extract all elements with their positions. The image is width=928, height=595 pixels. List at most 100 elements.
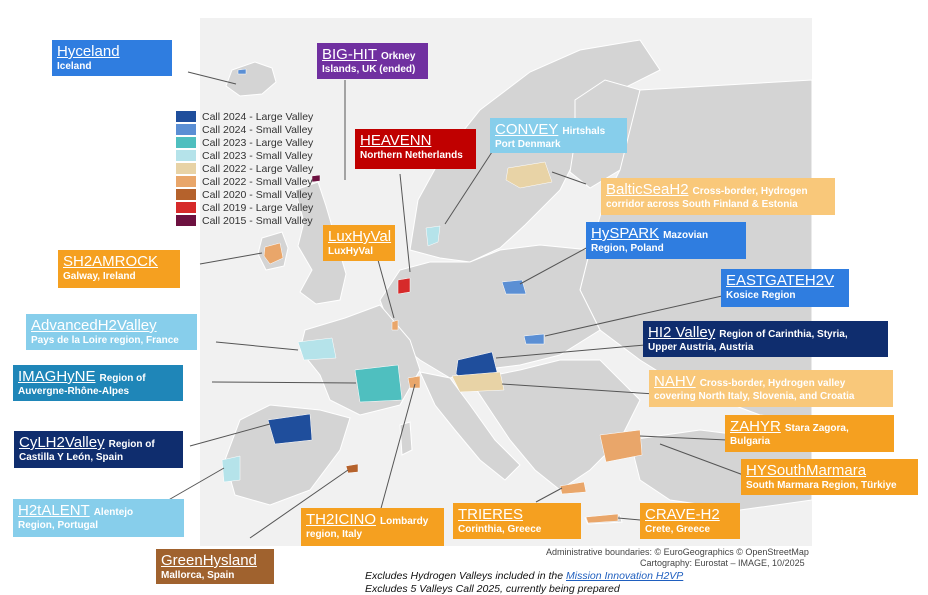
label-heavenn[interactable]: HEAVENN Northern Netherlands: [355, 129, 476, 169]
valley-region: Port Denmark: [495, 139, 561, 151]
label-cylh2valley[interactable]: CyLH2Valley Region of Castilla Y León, Spa…: [14, 431, 183, 468]
valley-region: Northern Netherlands: [360, 150, 463, 162]
land-central-europe: [379, 244, 601, 379]
mission-innovation-link[interactable]: Mission Innovation H2VP: [565, 570, 684, 582]
valley-title: H2tALENT: [18, 502, 90, 519]
legend-label: Call 2019 - Large Valley: [202, 201, 314, 214]
region-zahyr: [599, 429, 643, 463]
region-hyceland: [237, 68, 247, 75]
valley-region-inline: Region of: [99, 373, 146, 384]
valley-title: TH2ICINO: [306, 511, 377, 528]
label-hyceland[interactable]: Hyceland Iceland: [52, 40, 172, 76]
label-hi2valley[interactable]: HI2 Valley Region of Carinthia, Styria, Up…: [643, 321, 888, 357]
valley-title: CONVEY: [495, 121, 559, 138]
valley-region: Upper Austria, Austria: [648, 342, 754, 354]
region-advancedh2valley: [297, 337, 337, 361]
valley-title: IMAGHyNE: [18, 368, 96, 385]
region-nahv: [451, 371, 505, 393]
legend-item: Call 2024 - Small Valley: [176, 123, 313, 136]
legend-swatch: [176, 111, 196, 122]
region-convey: [425, 225, 441, 247]
valley-title: ZAHYR: [730, 418, 781, 435]
region-balticseah2: [505, 161, 553, 189]
region-bighit: [311, 174, 321, 183]
legend-item: Call 2024 - Large Valley: [176, 110, 313, 123]
valley-region: Region, Poland: [591, 243, 664, 255]
valley-region: Kosice Region: [726, 290, 796, 302]
label-balticseah2[interactable]: BalticSeaH2 Cross-border, Hydrogen corrido…: [601, 178, 835, 215]
label-craveh2[interactable]: CRAVE-H2 Crete, Greece: [640, 503, 740, 539]
region-craveh2: [585, 513, 619, 524]
land-great-britain: [294, 181, 347, 305]
valley-region: region, Italy: [306, 529, 363, 541]
legend-item: Call 2015 - Small Valley: [176, 214, 313, 227]
valley-region: Islands, UK (ended): [322, 64, 416, 76]
valley-region-inline: Region of Carinthia, Styria,: [719, 329, 848, 340]
valley-title: HI2 Valley: [648, 324, 716, 341]
legend-swatch: [176, 202, 196, 213]
region-imaghyne: [354, 364, 403, 403]
label-eastgateh2v[interactable]: EASTGATEH2V Kosice Region: [721, 269, 849, 307]
label-greenhysland[interactable]: GreenHysland Mallorca, Spain: [156, 549, 274, 584]
label-h2talent[interactable]: H2tALENT Alentejo Region, Portugal: [13, 499, 184, 537]
label-convey[interactable]: CONVEY Hirtshals Port Denmark: [490, 118, 627, 153]
valley-region-inline: Cross-border, Hydrogen valley: [699, 378, 846, 389]
valley-title: CyLH2Valley: [19, 434, 105, 451]
valley-region-inline: Lombardy: [380, 516, 429, 527]
legend-label: Call 2020 - Small Valley: [202, 188, 313, 201]
leader-lines: [164, 71, 747, 539]
valley-title: HEAVENN: [360, 132, 432, 149]
valley-region-inline: Mazovian: [663, 230, 709, 241]
valley-region: Galway, Ireland: [63, 271, 136, 283]
label-trieres[interactable]: TRIERES Corinthia, Greece: [453, 503, 581, 539]
valley-region: Bulgaria: [730, 436, 771, 448]
legend-swatch: [176, 176, 196, 187]
legend: Call 2024 - Large Valley Call 2024 - Smal…: [176, 110, 313, 227]
valley-title: HySPARK: [591, 225, 660, 242]
valley-region: LuxHyVal: [328, 246, 374, 258]
region-eastgateh2v: [523, 333, 545, 345]
legend-item: Call 2023 - Small Valley: [176, 149, 313, 162]
valley-title: HYSouthMarmara: [746, 462, 867, 479]
legend-item: Call 2022 - Small Valley: [176, 175, 313, 188]
note-call-2025: Excludes 5 Valleys Call 2025, currently …: [365, 583, 620, 595]
boundaries-credit: Administrative boundaries: © EuroGeograp…: [546, 547, 809, 557]
valley-region-inline: Alentejo: [93, 507, 134, 518]
label-hysouthmarmara[interactable]: HYSouthMarmara South Marmara Region, Türk…: [741, 459, 918, 495]
valley-title: CRAVE-H2: [645, 506, 720, 523]
valley-region-inline: Cross-border, Hydrogen: [692, 186, 808, 197]
valley-title: GreenHysland: [161, 552, 257, 569]
valley-region: Auvergne-Rhône-Alpes: [18, 386, 130, 398]
legend-swatch: [176, 137, 196, 148]
legend-label: Call 2024 - Small Valley: [202, 123, 313, 136]
label-zahyr[interactable]: ZAHYR Stara Zagora, Bulgaria: [725, 415, 894, 452]
legend-swatch: [176, 150, 196, 161]
region-luxhyval: [391, 319, 399, 331]
valley-region: covering North Italy, Slovenia, and Croa…: [654, 391, 855, 403]
label-luxhyval[interactable]: LuxHyVal LuxHyVal: [323, 225, 395, 261]
land-sardinia: [399, 421, 413, 456]
legend-label: Call 2015 - Small Valley: [202, 214, 313, 227]
legend-swatch: [176, 124, 196, 135]
label-imaghyne[interactable]: IMAGHyNE Region of Auvergne-Rhône-Alpes: [13, 365, 183, 401]
label-sh2amrock[interactable]: SH2AMROCK Galway, Ireland: [58, 250, 180, 288]
region-trieres: [559, 481, 587, 495]
label-hyspark[interactable]: HySPARK Mazovian Region, Poland: [586, 222, 746, 259]
note-mission-innovation: Excludes Hydrogen Valleys included in th…: [365, 570, 683, 582]
valley-title: BalticSeaH2: [606, 181, 689, 198]
valley-region: Iceland: [57, 61, 92, 73]
label-th2icino[interactable]: TH2ICINO Lombardy region, Italy: [301, 508, 444, 546]
valley-region: Pays de la Loire region, France: [31, 335, 179, 347]
valley-region: corridor across South Finland & Estonia: [606, 199, 798, 211]
label-advancedh2valley[interactable]: AdvancedH2Valley Pays de la Loire region,…: [26, 314, 197, 350]
valley-region: South Marmara Region, Türkiye: [746, 480, 897, 492]
region-th2icino: [407, 375, 421, 389]
label-nahv[interactable]: NAHV Cross-border, Hydrogen valley coverin…: [649, 370, 893, 407]
label-bighit[interactable]: BIG-HIT Orkney Islands, UK (ended): [317, 43, 428, 79]
region-heavenn: [397, 277, 411, 295]
legend-swatch: [176, 163, 196, 174]
legend-swatch: [176, 189, 196, 200]
valley-region-inline: Stara Zagora,: [784, 423, 849, 434]
valley-title: NAHV: [654, 373, 696, 390]
legend-swatch: [176, 215, 196, 226]
